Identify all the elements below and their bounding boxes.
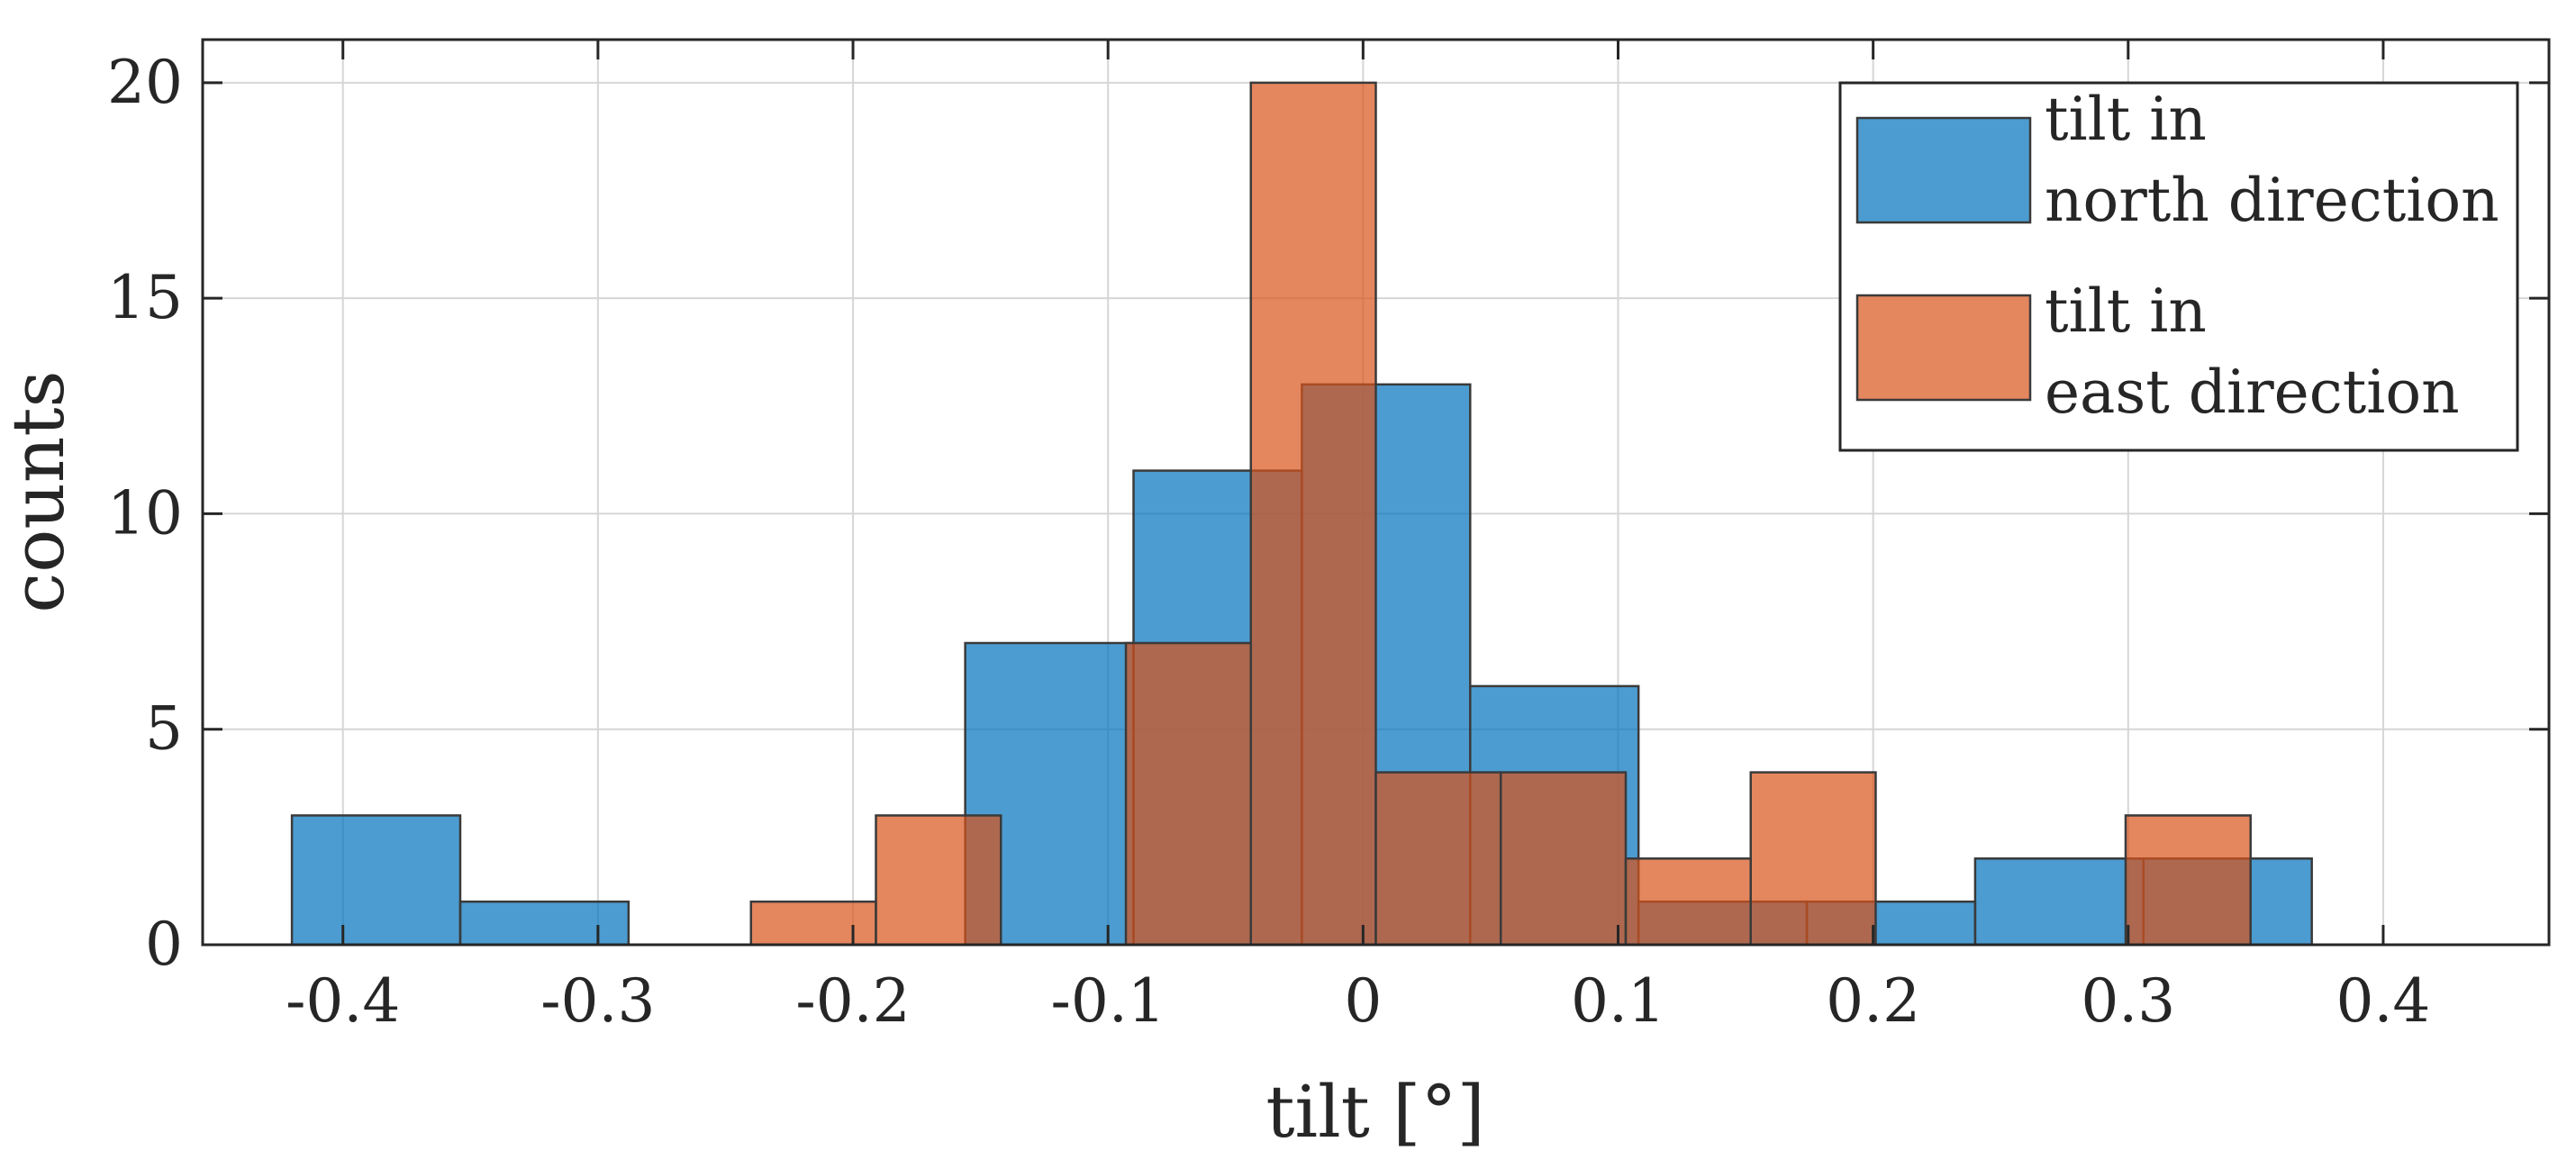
x-tick-label: 0.2 <box>1826 966 1920 1036</box>
x-tick-label: -0.4 <box>286 966 400 1036</box>
legend: tilt in north direction tilt in east dir… <box>1838 81 2519 452</box>
legend-label-north-line1: tilt in <box>2045 85 2207 154</box>
y-tick-label: 15 <box>107 263 183 332</box>
bar-north <box>1973 857 2145 947</box>
x-tick-label: -0.1 <box>1051 966 1166 1036</box>
y-tick-label: 0 <box>145 910 183 979</box>
series-east-bars <box>749 81 2252 947</box>
axis-ticks <box>203 40 2549 947</box>
bar-north <box>458 900 630 947</box>
x-tick-labels: -0.4 -0.3 -0.2 -0.1 0 0.1 0.2 0.3 0.4 <box>286 966 2430 1036</box>
bar-north <box>290 814 462 947</box>
plot-frame <box>201 38 2551 947</box>
bar-east <box>1749 771 1877 947</box>
legend-swatch-east <box>1855 294 2032 402</box>
legend-label-north-line2: north direction <box>2045 166 2499 235</box>
x-axis-label: tilt [°] <box>1265 1070 1484 1154</box>
x-tick-label: 0 <box>1344 966 1382 1036</box>
legend-swatch-north <box>1855 116 2032 224</box>
bar-east <box>875 814 1002 947</box>
x-tick-label: -0.3 <box>540 966 655 1036</box>
y-tick-label: 20 <box>107 48 183 117</box>
x-tick-label: 0.1 <box>1571 966 1665 1036</box>
legend-label-east-line2: east direction <box>2045 358 2460 427</box>
bar-east <box>2124 814 2252 947</box>
bar-east <box>1624 857 1752 947</box>
x-tick-label: 0.3 <box>2081 966 2175 1036</box>
bar-east <box>749 900 877 947</box>
y-tick-label: 5 <box>145 694 183 764</box>
y-axis-label: counts <box>0 370 80 612</box>
bar-east <box>1249 81 1377 947</box>
x-tick-label: 0.4 <box>2336 966 2430 1036</box>
x-tick-label: -0.2 <box>795 966 910 1036</box>
bar-east <box>1374 771 1502 947</box>
y-tick-label: 10 <box>107 478 183 548</box>
bar-east <box>1499 771 1628 947</box>
legend-label-east-line1: tilt in <box>2045 276 2207 346</box>
y-tick-labels: 0 5 10 15 20 <box>107 48 183 979</box>
bar-east <box>1124 641 1253 947</box>
